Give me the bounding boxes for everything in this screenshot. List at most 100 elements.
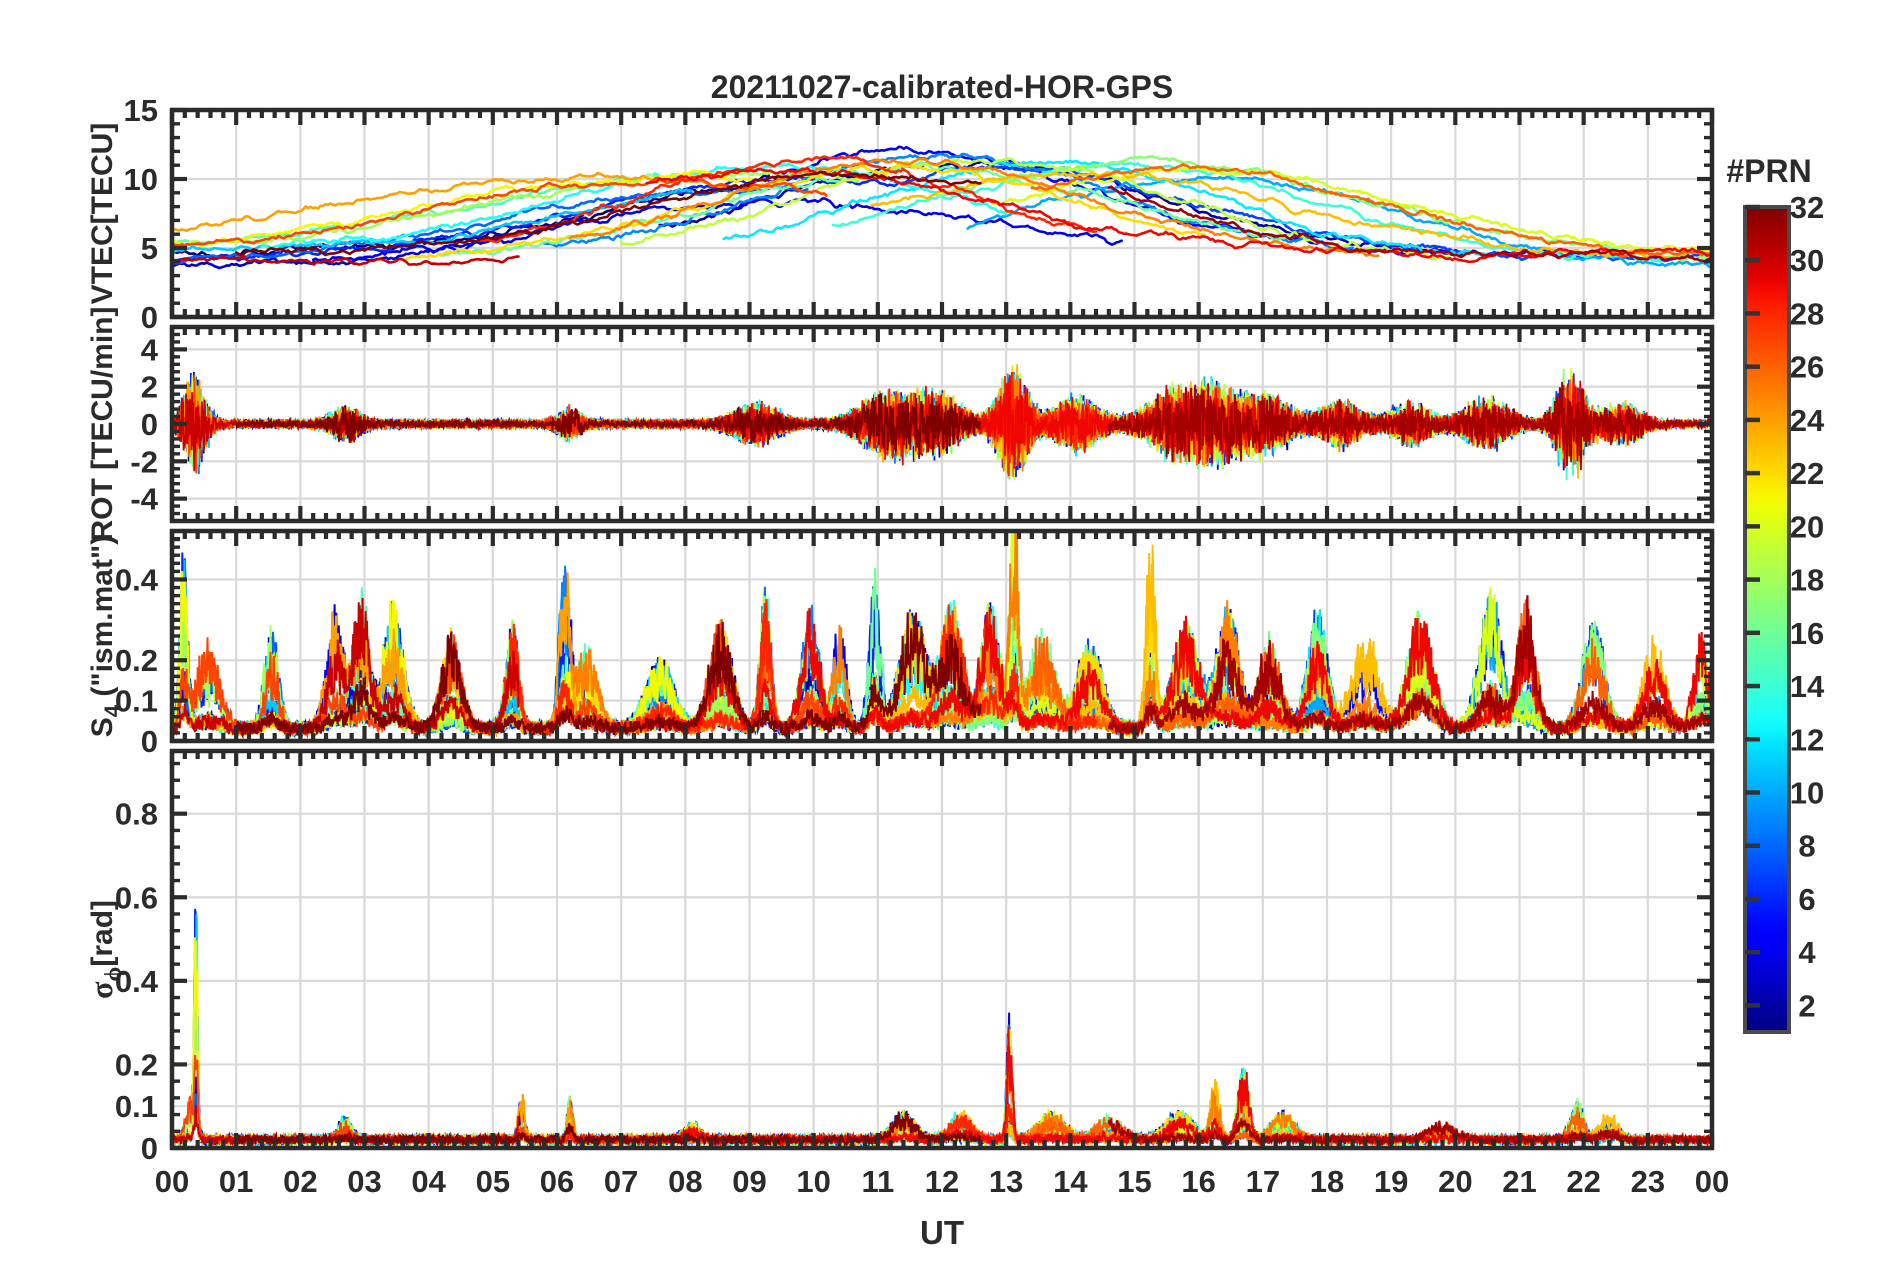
- colorbar-tick-label-8: 8: [1798, 829, 1815, 864]
- sigmaphi-line-prn-6: [172, 908, 899, 1148]
- ytick-label-p1-0: 0: [141, 300, 158, 335]
- xtick-label-2: 02: [283, 1164, 317, 1199]
- colorbar-tick-label-22: 22: [1790, 456, 1824, 491]
- xtick-label-21: 21: [1502, 1164, 1536, 1199]
- vtec-line-prn-24: [172, 171, 726, 232]
- xtick-label-12: 12: [925, 1164, 959, 1199]
- ytick-label-p2-0: -4: [130, 482, 158, 517]
- vtec-series-group: [172, 145, 1712, 270]
- rot-line-prn-32: [235, 393, 982, 458]
- s4-line-prn-31: [1107, 595, 1712, 739]
- ytick-label-p2-4: 4: [141, 332, 159, 367]
- sigmaphi-line-prn-11: [172, 914, 693, 1148]
- xtick-label-0: 00: [155, 1164, 189, 1199]
- sigmaphi-line-prn-18: [172, 940, 860, 1148]
- ytick-label-p4-1: 0.1: [115, 1089, 158, 1124]
- colorbar-tick-label-2: 2: [1798, 988, 1815, 1023]
- ylabel-panel-4: σϕ[rad]: [83, 900, 127, 999]
- vtec-line-prn-12: [722, 159, 1496, 258]
- vtec-line-prn-23: [870, 170, 1688, 260]
- colorbar-title: #PRN: [1726, 153, 1811, 189]
- xtick-label-5: 05: [476, 1164, 510, 1199]
- xtick-label-10: 10: [796, 1164, 830, 1199]
- vtec-line-prn-22: [401, 163, 1207, 261]
- colorbar-gradient: [1743, 205, 1791, 1034]
- vtec-line-prn-18: [172, 170, 860, 247]
- colorbar-tick-label-24: 24: [1790, 403, 1825, 438]
- s4-line: [172, 531, 1712, 740]
- ytick-label-p4-3: 0.4: [115, 964, 159, 999]
- ytick-label-p4-4: 0.6: [115, 880, 158, 915]
- ytick-label-p1-2: 10: [124, 162, 158, 197]
- vtec-line-prn-8: [172, 185, 809, 265]
- colorbar-tick-label-6: 6: [1798, 882, 1815, 917]
- sigmaphi-line: [172, 908, 1712, 1148]
- sigmaphi-line-prn-1: [172, 910, 770, 1148]
- rot-series-group: [172, 364, 1712, 481]
- colorbar-tick-label-20: 20: [1790, 509, 1824, 544]
- sigmaphi-line-prn-4: [312, 1012, 1123, 1148]
- xtick-label-11: 11: [861, 1164, 894, 1199]
- xtick-label-4: 04: [411, 1164, 446, 1199]
- vtec-line-prn-27: [172, 176, 828, 247]
- xtick-label-19: 19: [1374, 1164, 1408, 1199]
- xtick-label-18: 18: [1310, 1164, 1344, 1199]
- ytick-label-p3-0: 0: [141, 724, 158, 759]
- xaxis-label: UT: [920, 1214, 964, 1251]
- ytick-label-p3-2: 0.2: [115, 643, 158, 678]
- colorbar-tick-label-32: 32: [1790, 190, 1824, 225]
- svg-text:S4 ("ism.mat"): S4 ("ism.mat"): [86, 535, 125, 737]
- colorbar-tick-label-12: 12: [1790, 722, 1824, 757]
- xtick-label-6: 06: [540, 1164, 574, 1199]
- svg-text:σϕ[rad]: σϕ[rad]: [83, 900, 127, 999]
- colorbar-tick-label-26: 26: [1790, 350, 1824, 385]
- vtec-line-prn-31: [1107, 185, 1712, 263]
- xtick-label-22: 22: [1566, 1164, 1600, 1199]
- xtick-label-3: 03: [347, 1164, 381, 1199]
- s4-line-prn-30: [172, 597, 520, 737]
- sigmaphi-line-prn-29: [645, 1026, 1712, 1148]
- sigmaphi-line-prn-31: [1107, 1116, 1712, 1148]
- ytick-label-p2-2: 0: [141, 407, 158, 442]
- sigmaphi-line-prn-21: [172, 937, 757, 1148]
- ytick-label-p3-1: 0.1: [115, 684, 158, 719]
- xtick-label-13: 13: [989, 1164, 1023, 1199]
- colorbar-tick-label-4: 4: [1798, 935, 1816, 970]
- s4-line-prn-11: [172, 559, 693, 739]
- vtec-line-prn-1: [172, 174, 771, 261]
- sigmaphi-line-prn-27: [172, 1054, 828, 1148]
- sigmaphi-line-prn-15: [172, 980, 635, 1148]
- xtick-label-24: 00: [1695, 1164, 1729, 1199]
- vtec-line-prn-4: [311, 196, 1123, 263]
- ytick-label-p2-1: -2: [130, 444, 158, 479]
- ytick-label-p4-5: 0.8: [115, 797, 158, 832]
- vtec-line-prn-26: [1030, 163, 1712, 258]
- xtick-label-8: 08: [668, 1164, 702, 1199]
- rot-line-prn-31: [1107, 381, 1712, 471]
- ylabel-panel-2: ROT [TECU/min]: [86, 307, 119, 542]
- vtec-line-prn-25: [568, 157, 1380, 258]
- xtick-label-20: 20: [1438, 1164, 1472, 1199]
- ytick-label-p1-3: 15: [124, 93, 158, 128]
- xtick-label-9: 09: [732, 1164, 766, 1199]
- figure-title: 20211027-calibrated-HOR-GPS: [711, 69, 1173, 105]
- ytick-label-p3-3: 0.4: [115, 562, 159, 597]
- ytick-label-p1-1: 5: [141, 231, 158, 266]
- s4-line-prn-32: [235, 612, 982, 740]
- xtick-label-1: 01: [219, 1164, 253, 1199]
- xtick-label-14: 14: [1053, 1164, 1088, 1199]
- xtick-label-17: 17: [1246, 1164, 1280, 1199]
- xtick-label-7: 07: [604, 1164, 638, 1199]
- colorbar-tick-label-30: 30: [1790, 243, 1824, 278]
- xtick-label-23: 23: [1631, 1164, 1665, 1199]
- colorbar-tick-label-16: 16: [1790, 616, 1824, 651]
- rot-line-prn-1: [172, 380, 770, 454]
- colorbar-tick-label-14: 14: [1790, 669, 1825, 704]
- sigmaphi-line-prn-32: [235, 1111, 982, 1148]
- ylabel-panel-1: VTEC[TECU]: [86, 123, 119, 305]
- colorbar-tick-label-28: 28: [1790, 296, 1824, 331]
- colorbar-tick-label-10: 10: [1790, 775, 1824, 810]
- vtec-line-prn-20: [992, 166, 1712, 253]
